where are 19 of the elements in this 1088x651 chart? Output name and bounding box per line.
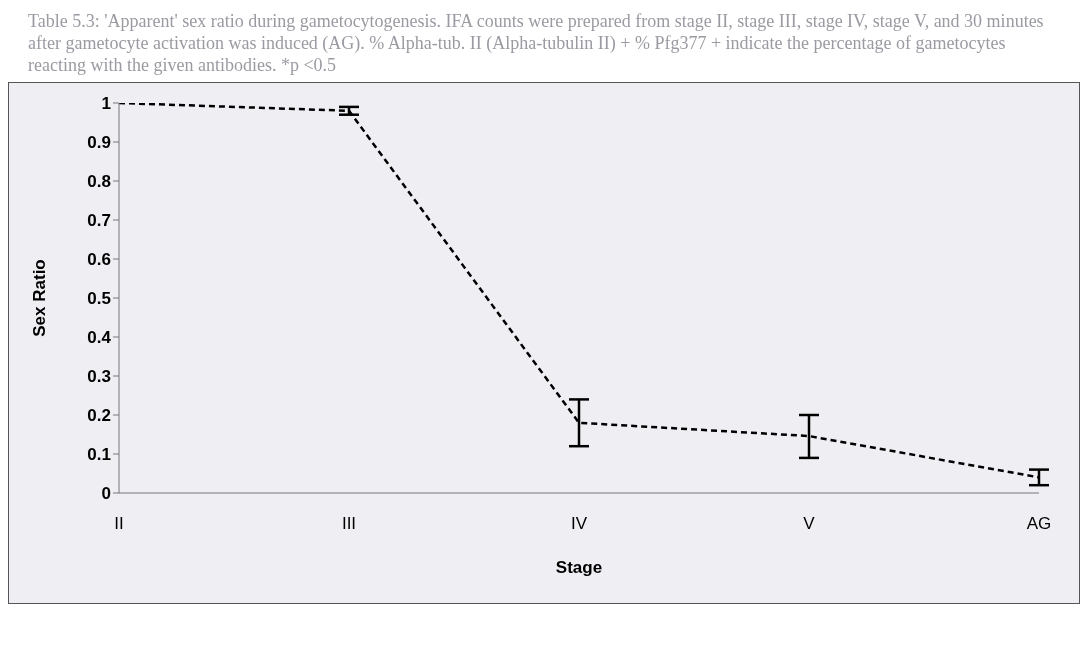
y-axis-title: Sex Ratio xyxy=(30,259,50,337)
y-tick-label: 0.7 xyxy=(87,211,111,231)
y-tick-label: 0.8 xyxy=(87,172,111,192)
y-tick-label: 1 xyxy=(101,94,111,114)
x-tick-label: V xyxy=(803,514,816,534)
x-axis-title: Stage xyxy=(555,558,603,577)
y-tick-label: 0.4 xyxy=(87,328,112,348)
x-tick-label: III xyxy=(341,514,357,534)
y-tick-label: 0.3 xyxy=(87,367,111,387)
y-tick-label: 0.5 xyxy=(87,289,111,309)
x-tick-label: IV xyxy=(570,514,588,534)
caption: Table 5.3: 'Apparent' sex ratio during gametocytogenesis. IFA counts were prepared from stage II, stage III, stage IV, stage V, and 30 minutes after gametocyte activation was induced (AG). % Alpha-tub. II (Alpha-tubulin II) + % Pfg377 + indicate the percentage of gametocytes reacting with the given antibodies. *p <0.5 xyxy=(27,10,1045,77)
y-tick-label: 0.2 xyxy=(87,406,111,426)
x-tick-label: AG xyxy=(1026,514,1052,534)
y-tick-label: 0.9 xyxy=(87,133,111,153)
y-tick-label: 0.6 xyxy=(87,250,111,270)
x-tick-label: II xyxy=(114,514,124,534)
y-tick-label: 0.1 xyxy=(87,445,111,465)
y-tick-label: 0 xyxy=(101,484,111,504)
